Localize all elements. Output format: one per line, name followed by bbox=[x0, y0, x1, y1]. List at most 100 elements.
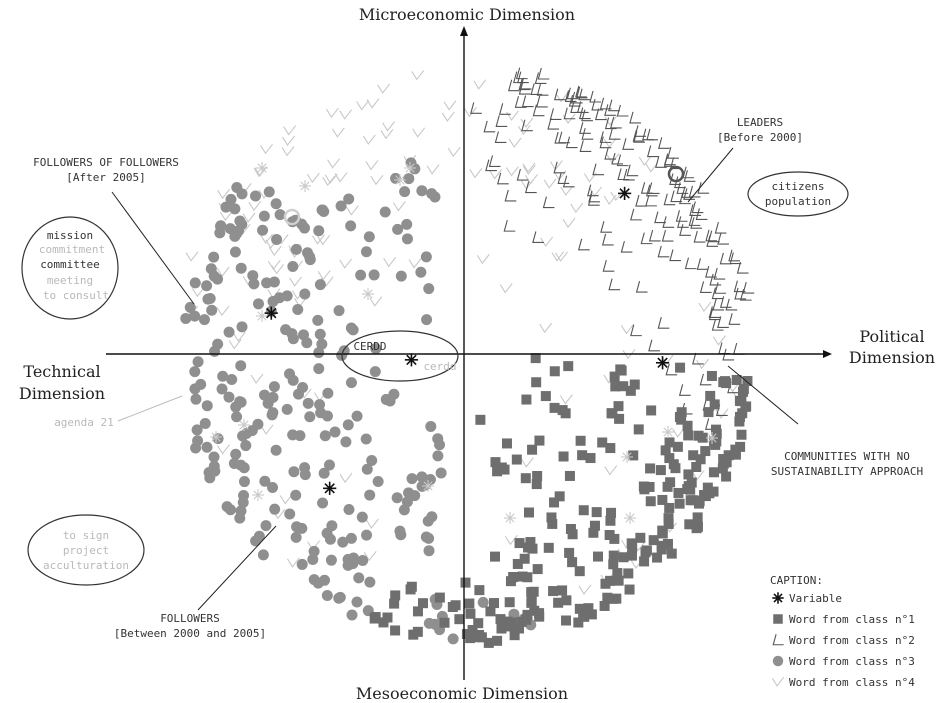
class2-point bbox=[699, 373, 712, 386]
class2-point bbox=[722, 348, 735, 361]
legend-items: Variable Word from class n°1 Word from cla… bbox=[771, 592, 915, 689]
class4-point bbox=[317, 270, 331, 281]
class4-point bbox=[339, 109, 353, 120]
class3-point bbox=[287, 260, 299, 272]
class2-point bbox=[655, 156, 667, 168]
class2-point bbox=[620, 240, 633, 253]
variable-point-2 bbox=[404, 353, 419, 367]
followers-label-line2: [Between 2000 and 2005] bbox=[114, 627, 266, 640]
class3-point bbox=[415, 266, 427, 278]
class2-point bbox=[537, 67, 550, 80]
class1-point bbox=[554, 491, 565, 502]
legend-marker-star bbox=[772, 592, 784, 604]
class1-point bbox=[520, 473, 531, 484]
class3-point bbox=[345, 220, 357, 232]
class3-point bbox=[366, 454, 378, 466]
class4-point bbox=[282, 135, 295, 147]
class2-point bbox=[604, 147, 617, 160]
class4-point bbox=[522, 164, 536, 176]
class1-point bbox=[519, 553, 530, 564]
class3-point bbox=[313, 363, 325, 375]
class3-point bbox=[391, 492, 403, 504]
class1-point bbox=[553, 597, 564, 608]
class2-point bbox=[645, 184, 658, 197]
class3-point bbox=[312, 314, 324, 326]
class2-point bbox=[515, 67, 528, 80]
class3-point bbox=[297, 381, 309, 393]
class1-point bbox=[526, 597, 537, 608]
class3-point bbox=[214, 227, 226, 239]
class2-point bbox=[663, 193, 676, 206]
class3-point bbox=[208, 451, 220, 463]
class1-point bbox=[638, 481, 649, 492]
class3-point bbox=[229, 246, 241, 258]
class3-point bbox=[314, 328, 326, 340]
class1-point bbox=[549, 497, 560, 508]
class1-point bbox=[460, 577, 471, 588]
class3-point bbox=[267, 391, 279, 403]
class4-point bbox=[543, 178, 557, 189]
class1-point bbox=[738, 384, 749, 395]
class2-point bbox=[682, 166, 695, 179]
class2-point bbox=[616, 154, 629, 167]
class3-point bbox=[432, 450, 444, 462]
class4-point bbox=[489, 169, 503, 180]
class1-point bbox=[499, 464, 510, 475]
class3-point bbox=[261, 277, 273, 289]
class2-point bbox=[697, 182, 710, 194]
class3-point bbox=[287, 429, 299, 441]
class4-point bbox=[216, 266, 230, 277]
class3-point bbox=[307, 554, 319, 566]
class3-point bbox=[290, 243, 302, 255]
class3-point bbox=[318, 467, 330, 479]
class1-point bbox=[608, 559, 619, 570]
class4-point bbox=[339, 258, 353, 269]
class3-point bbox=[317, 497, 329, 509]
class2-point bbox=[587, 194, 600, 206]
class4-point bbox=[260, 233, 274, 245]
class1-point bbox=[723, 450, 734, 461]
class3-point bbox=[423, 283, 435, 295]
committee-word: committee bbox=[40, 258, 100, 271]
commitment-word: commitment bbox=[39, 243, 105, 256]
class2-point bbox=[657, 317, 670, 329]
class1-point bbox=[549, 366, 560, 377]
horizontal-axis-arrow bbox=[823, 350, 832, 358]
class3-point bbox=[340, 436, 352, 448]
left-axis-label-line1: Technical bbox=[23, 362, 100, 381]
class1-point bbox=[663, 513, 674, 524]
class1-point bbox=[682, 420, 693, 431]
class1-point bbox=[706, 370, 717, 381]
class1-point bbox=[731, 374, 742, 385]
class4-point bbox=[216, 305, 230, 317]
class3-point bbox=[237, 430, 249, 442]
class2-point bbox=[616, 104, 629, 117]
class3-point bbox=[325, 554, 337, 566]
class3-point bbox=[229, 230, 241, 242]
class2-point bbox=[677, 216, 689, 228]
class3-point bbox=[304, 254, 316, 266]
class2-point bbox=[575, 86, 588, 99]
class3-point bbox=[308, 545, 320, 557]
class4-point bbox=[463, 107, 477, 118]
class3-point bbox=[260, 520, 272, 532]
class1-point bbox=[734, 416, 745, 427]
class2-point bbox=[549, 108, 562, 120]
class1-point bbox=[710, 439, 721, 450]
class4-point bbox=[327, 158, 341, 169]
class2-point bbox=[634, 125, 646, 137]
class2-point bbox=[725, 298, 738, 311]
class1-point bbox=[708, 467, 719, 478]
class1-point bbox=[593, 551, 604, 562]
class1-point bbox=[389, 598, 400, 609]
class2-point bbox=[566, 87, 579, 100]
acculturation-word: acculturation bbox=[43, 559, 129, 572]
class3-point bbox=[235, 505, 247, 517]
class4-point bbox=[191, 287, 205, 298]
class1-point bbox=[573, 617, 584, 628]
class4-point bbox=[578, 584, 592, 595]
class4-point bbox=[505, 110, 519, 121]
class3-point bbox=[252, 418, 264, 430]
class3-point bbox=[249, 190, 261, 202]
class2-point bbox=[588, 190, 600, 203]
